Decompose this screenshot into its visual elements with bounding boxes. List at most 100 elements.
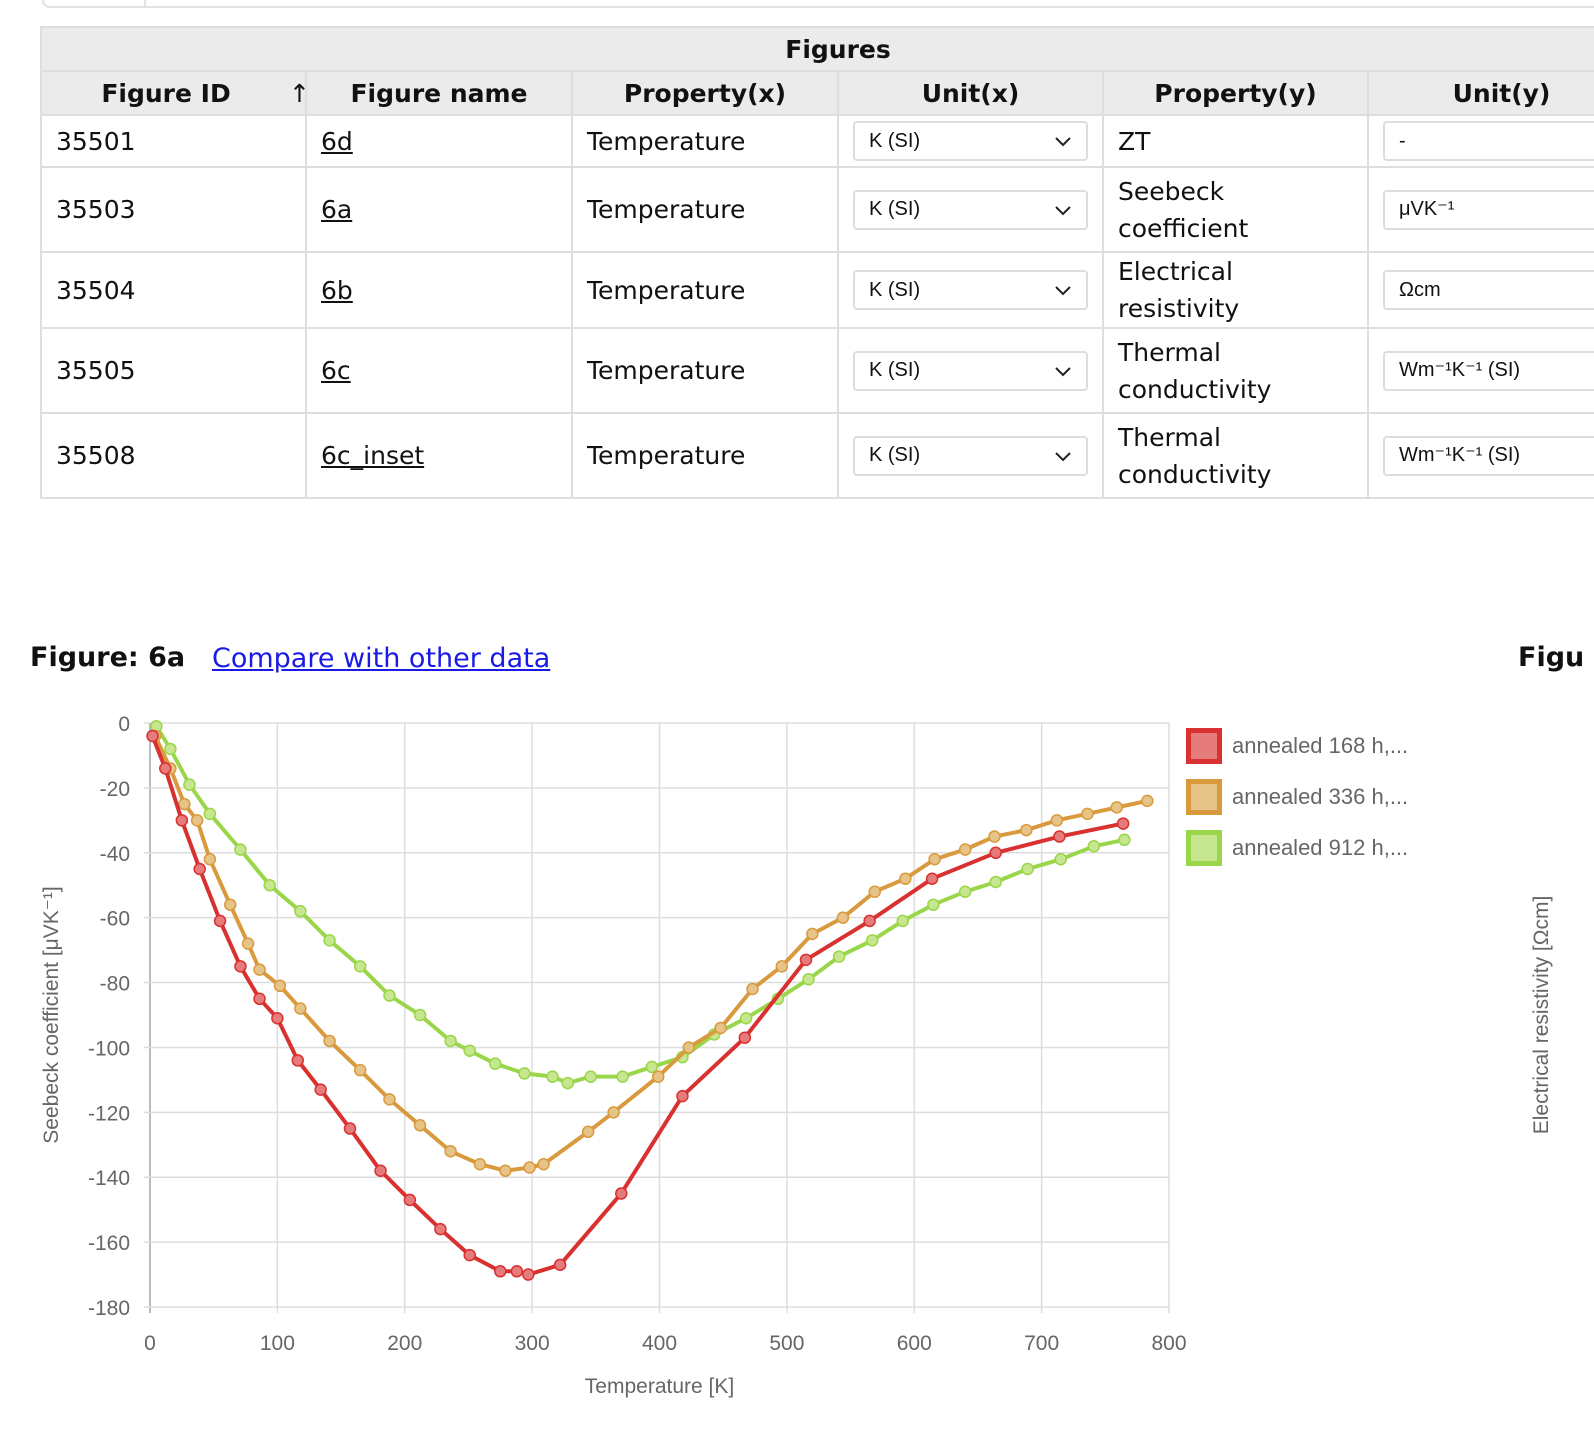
series-line [150, 735, 1124, 1277]
data-point [473, 1157, 487, 1171]
data-point [403, 1193, 417, 1207]
legend-label: annealed 168 h,... [1232, 732, 1409, 758]
data-point [510, 1265, 524, 1278]
unit-x-cell: K (SI) [837, 114, 1104, 168]
data-point [584, 1070, 597, 1083]
column-header-figure-id[interactable]: ↑ Figure ID [40, 70, 310, 116]
data-point [444, 1145, 457, 1158]
unit-x-value: K (SI) [869, 198, 921, 220]
data-point [863, 914, 876, 928]
data-point [581, 1125, 595, 1139]
y-tick-label: -100 [88, 1037, 130, 1060]
unit-x-select[interactable]: K (SI) [853, 189, 1088, 230]
data-point [241, 937, 255, 950]
data-point [868, 885, 882, 898]
unit-y-cell: Wm⁻¹K⁻¹ (SI) [1366, 327, 1594, 414]
unit-y-cell: - [1366, 114, 1594, 168]
unit-y-value: Ωcm [1399, 278, 1441, 301]
unit-x-select[interactable]: K (SI) [853, 435, 1088, 476]
x-tick-label: 800 [1151, 1332, 1186, 1355]
unit-x-cell: K (SI) [837, 166, 1104, 253]
data-point [546, 1070, 559, 1083]
legend-item[interactable]: annealed 912 h,... [1186, 822, 1408, 873]
unit-y-select[interactable]: Wm⁻¹K⁻¹ (SI) [1383, 350, 1594, 391]
data-point [159, 762, 172, 775]
unit-y-select[interactable]: μVK⁻¹ [1383, 189, 1594, 230]
data-point [223, 898, 237, 911]
legend-swatch [1186, 778, 1222, 815]
unit-x-select[interactable]: K (SI) [853, 121, 1088, 161]
unit-y-select[interactable]: Wm⁻¹K⁻¹ (SI) [1383, 435, 1594, 476]
compare-link[interactable]: Compare with other data [212, 643, 551, 674]
data-point [1087, 840, 1101, 853]
property-y: Seebeck coefficient [1102, 166, 1369, 253]
series-line [153, 735, 1148, 1173]
unit-y-cell: μVK⁻¹ [1366, 166, 1594, 253]
data-point [294, 1002, 307, 1015]
figure-name-cell: 6c_inset [305, 412, 573, 499]
unit-x-select[interactable]: K (SI) [853, 350, 1088, 391]
unit-y-select[interactable]: - [1383, 121, 1594, 161]
sort-ascending-icon[interactable]: ↑ [289, 78, 310, 108]
data-point [1081, 807, 1094, 821]
figure-name-link[interactable]: 6d [321, 126, 353, 156]
next-figure-title: Figu [1518, 642, 1585, 673]
figure-id: 35503 [40, 166, 307, 253]
data-point [494, 1265, 507, 1278]
data-point [1020, 823, 1033, 837]
data-point [1053, 830, 1066, 843]
data-point [164, 742, 177, 756]
data-point [746, 982, 759, 996]
header-label: Property(x) [623, 78, 787, 108]
column-header-figure-name[interactable]: Figure name [305, 70, 573, 116]
legend-label: annealed 912 h,... [1232, 834, 1409, 860]
data-point [927, 898, 940, 911]
data-point [682, 1041, 696, 1054]
header-label: Figure ID [101, 78, 231, 108]
data-point [273, 979, 287, 993]
data-point [413, 1119, 427, 1132]
data-point [523, 1161, 536, 1174]
y-tick-label: -140 [88, 1167, 130, 1190]
column-header-property-y-[interactable]: Property(y) [1102, 70, 1369, 116]
data-point [323, 1034, 336, 1048]
data-point [353, 960, 367, 973]
y-tick-label: -160 [88, 1232, 130, 1255]
figure-name-link[interactable]: 6a [321, 195, 353, 224]
figures-table: Figures ↑ Figure ID Figure name Property(x)… [39, 26, 1594, 499]
data-point [645, 1060, 659, 1074]
unit-x-cell: K (SI) [837, 251, 1104, 329]
chevron-down-icon [1055, 286, 1071, 296]
data-point [183, 778, 196, 791]
legend-label: annealed 336 h,... [1232, 783, 1409, 809]
figure-name-link[interactable]: 6b [321, 275, 353, 305]
figure-name-cell: 6d [305, 114, 573, 168]
y-tick-label: -180 [88, 1297, 130, 1320]
data-point [146, 729, 159, 743]
unit-y-select[interactable]: Ωcm [1383, 270, 1594, 310]
data-point [651, 1070, 665, 1083]
x-tick-label: 200 [387, 1332, 422, 1355]
unit-x-select[interactable]: K (SI) [853, 270, 1088, 310]
table-row: 35508 6c_inset Temperature K (SI) Therma… [40, 412, 1594, 499]
data-point [561, 1076, 575, 1090]
data-point [836, 911, 850, 924]
chart-legend: annealed 168 h,... annealed 336 h,... anne… [1186, 720, 1408, 873]
column-header-unit-x-[interactable]: Unit(x) [837, 70, 1104, 116]
data-point [989, 875, 1003, 889]
x-tick-label: 300 [515, 1332, 550, 1355]
legend-item[interactable]: annealed 168 h,... [1186, 720, 1408, 771]
column-header-property-x-[interactable]: Property(x) [571, 70, 839, 116]
data-point [488, 1057, 502, 1070]
figure-name-link[interactable]: 6c [321, 356, 351, 385]
unit-y-value: - [1399, 129, 1406, 152]
legend-item[interactable]: annealed 336 h,... [1186, 771, 1408, 822]
data-point [434, 1222, 447, 1236]
data-point [271, 1011, 284, 1025]
data-point [463, 1044, 476, 1057]
data-point [175, 814, 189, 827]
figure-name-link[interactable]: 6c_inset [321, 441, 425, 470]
property-x: Temperature [571, 166, 839, 253]
figure-name-cell: 6b [305, 251, 573, 329]
column-header-unit-y-[interactable]: Unit(y) [1366, 70, 1594, 116]
